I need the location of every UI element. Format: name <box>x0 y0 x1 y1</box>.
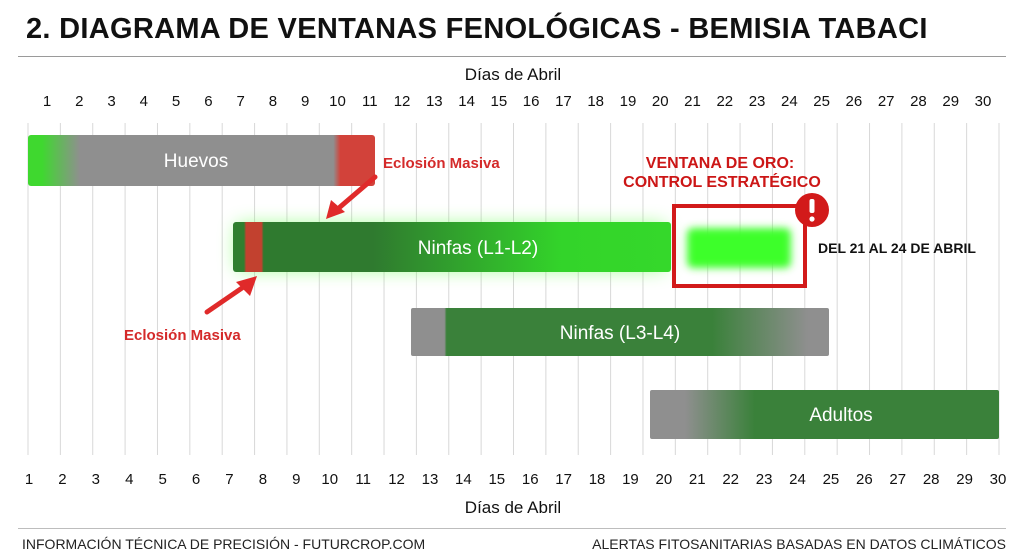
title-divider <box>18 56 1006 57</box>
x-tick-label-top: 18 <box>587 93 604 110</box>
x-tick-label-top: 22 <box>716 93 733 110</box>
x-tick-label-bottom: 30 <box>990 471 1007 488</box>
x-tick-label-bottom: 23 <box>756 471 773 488</box>
x-tick-label-bottom: 13 <box>422 471 439 488</box>
x-tick-label-top: 15 <box>491 93 508 110</box>
x-tick-label-top: 2 <box>75 93 83 110</box>
x-tick-label-bottom: 19 <box>622 471 639 488</box>
bar-ninfas-l3-l4 <box>411 308 829 356</box>
x-tick-label-top: 14 <box>458 93 475 110</box>
x-tick-label-top: 30 <box>975 93 992 110</box>
x-axis-label-top: Días de Abril <box>465 65 561 84</box>
bar-label-huevos: Huevos <box>164 151 228 172</box>
x-tick-label-bottom: 28 <box>923 471 940 488</box>
x-tick-label-top: 29 <box>942 93 959 110</box>
x-tick-label-top: 7 <box>236 93 244 110</box>
x-tick-label-bottom: 29 <box>956 471 973 488</box>
bar-label-adultos: Adultos <box>809 405 872 426</box>
x-tick-label-bottom: 12 <box>388 471 405 488</box>
x-axis-label-bottom: Días de Abril <box>465 498 561 517</box>
x-tick-label-top: 16 <box>523 93 540 110</box>
phenology-gantt-chart: 1 2 3 4 5 6 7 8 9 10 11 12 13 14 15 16 17 18 19 20 21 22 23 24 2… <box>25 65 1007 517</box>
footer-right-text: ALERTAS FITOSANITARIAS BASADAS EN DATOS … <box>592 536 1006 552</box>
annotation-eclosion-2: Eclosión Masiva <box>124 327 241 344</box>
annotation-eclosion-1: Eclosión Masiva <box>383 155 500 172</box>
golden-window-title-line2: CONTROL ESTRATÉGICO <box>623 172 821 191</box>
x-tick-label-bottom: 18 <box>589 471 606 488</box>
x-tick-label-bottom: 9 <box>292 471 300 488</box>
x-tick-label-top: 23 <box>749 93 766 110</box>
chart-title: 2. DIAGRAMA DE VENTANAS FENOLÓGICAS - BE… <box>26 13 928 45</box>
x-tick-label-bottom: 10 <box>321 471 338 488</box>
x-tick-label-bottom: 24 <box>789 471 806 488</box>
bar-ninfas-l1-l2 <box>233 222 671 272</box>
x-tick-label-top: 13 <box>426 93 443 110</box>
x-tick-label-top: 5 <box>172 93 180 110</box>
x-tick-label-top: 8 <box>269 93 277 110</box>
x-tick-label-top: 20 <box>652 93 669 110</box>
x-tick-label-bottom: 5 <box>158 471 166 488</box>
arrow-eclosion-2 <box>204 276 257 315</box>
x-tick-label-bottom: 3 <box>92 471 100 488</box>
x-tick-label-top: 26 <box>846 93 863 110</box>
x-tick-label-bottom: 6 <box>192 471 200 488</box>
x-tick-label-bottom: 14 <box>455 471 472 488</box>
x-tick-label-top: 9 <box>301 93 309 110</box>
x-tick-label-top: 12 <box>394 93 411 110</box>
x-tick-label-top: 17 <box>555 93 572 110</box>
golden-window-glow <box>687 228 791 268</box>
bar-label-ninfas-l1-l2: Ninfas (L1-L2) <box>418 238 538 259</box>
x-tick-label-top: 10 <box>329 93 346 110</box>
x-tick-label-bottom: 11 <box>355 471 371 488</box>
x-tick-label-bottom: 26 <box>856 471 873 488</box>
x-tick-label-top: 24 <box>781 93 798 110</box>
bar-label-ninfas-l3-l4: Ninfas (L3-L4) <box>560 323 680 344</box>
x-tick-label-top: 3 <box>107 93 115 110</box>
x-tick-label-top: 19 <box>620 93 637 110</box>
golden-window-title-line1: VENTANA DE ORO: <box>646 155 794 172</box>
alert-icon <box>795 193 829 227</box>
x-tick-label-bottom: 27 <box>889 471 906 488</box>
x-tick-label-top: 6 <box>204 93 212 110</box>
x-tick-label-bottom: 25 <box>823 471 840 488</box>
x-tick-label-top: 21 <box>684 93 701 110</box>
x-tick-label-bottom: 4 <box>125 471 133 488</box>
golden-window-dates: DEL 21 AL 24 DE ABRIL <box>818 240 976 256</box>
x-tick-label-top: 4 <box>140 93 148 110</box>
footer-divider <box>18 528 1006 529</box>
arrow-eclosion-1 <box>326 174 378 219</box>
x-tick-label-bottom: 20 <box>656 471 673 488</box>
x-tick-label-top: 28 <box>910 93 927 110</box>
x-tick-label-bottom: 1 <box>25 471 33 488</box>
x-tick-label-bottom: 2 <box>58 471 66 488</box>
footer-left-text: INFORMACIÓN TÉCNICA DE PRECISIÓN - FUTUR… <box>22 536 426 552</box>
x-tick-label-top: 27 <box>878 93 895 110</box>
x-tick-label-bottom: 16 <box>522 471 539 488</box>
x-tick-label-bottom: 8 <box>259 471 267 488</box>
x-tick-label-bottom: 15 <box>488 471 505 488</box>
x-axis-bottom: 1 2 3 4 5 6 7 8 9 10 11 12 13 14 15 16 17 18 19 20 21 22 23 24 2… <box>25 471 1007 488</box>
bar-huevos <box>28 135 375 186</box>
x-tick-label-top: 1 <box>43 93 51 110</box>
bar-adultos <box>650 390 999 439</box>
x-tick-label-top: 11 <box>362 93 378 110</box>
x-tick-label-bottom: 17 <box>555 471 572 488</box>
golden-window-box <box>672 204 807 288</box>
x-tick-label-top: 25 <box>813 93 830 110</box>
x-tick-label-bottom: 7 <box>225 471 233 488</box>
x-tick-label-bottom: 22 <box>722 471 739 488</box>
x-tick-label-bottom: 21 <box>689 471 706 488</box>
x-axis-top: 1 2 3 4 5 6 7 8 9 10 11 12 13 14 15 16 17 18 19 20 21 22 23 24 2… <box>43 93 992 110</box>
